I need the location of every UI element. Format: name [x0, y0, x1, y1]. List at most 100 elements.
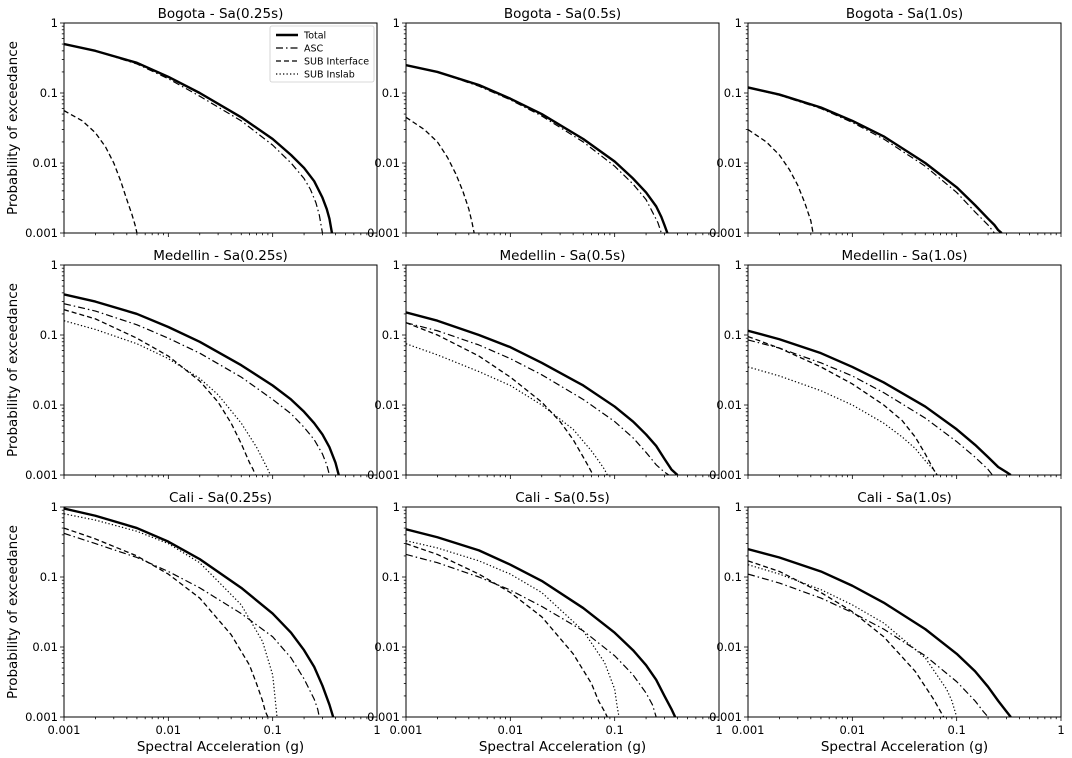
y-tick-label: 0.001 [367, 710, 400, 724]
y-tick-label: 1 [51, 16, 58, 30]
series-line-sub-inslab [406, 343, 608, 475]
series-line-total [748, 329, 1012, 475]
axis-ticks [60, 264, 378, 479]
legend-label: Total [303, 31, 326, 42]
y-tick-label: 0.001 [25, 226, 58, 240]
y-tick-label: 0.01 [716, 398, 742, 412]
legend-label: SUB Interface [304, 57, 369, 68]
series-line-sub-interface [64, 110, 138, 233]
plot-frame [405, 506, 720, 718]
x-tick-label: 0.01 [498, 723, 524, 737]
series-line-total [406, 311, 679, 475]
y-axis-label: Probability of exceedance [5, 525, 21, 699]
legend-label: ASC [304, 44, 324, 55]
x-tick-label: 0.001 [732, 723, 765, 737]
y-tick-label: 0.001 [367, 226, 400, 240]
series-line-sub-interface [64, 527, 269, 717]
panel-title: Cali - Sa(1.0s) [857, 490, 952, 506]
series-line-total [64, 507, 335, 717]
x-tick-label: 0.01 [840, 723, 866, 737]
x-tick-label: 0.1 [948, 723, 966, 737]
series-line-asc [748, 573, 989, 717]
y-tick-label: 0.01 [374, 398, 400, 412]
series-line-total [64, 42, 334, 233]
series-line-sub-inslab [406, 540, 620, 717]
panel-6: Medellin - Sa(1.0s) 1 0.1 0.01 0.001 [709, 248, 1062, 482]
series-line-sub-interface [748, 129, 814, 233]
y-tick-label: 1 [735, 500, 742, 514]
series-line-asc [64, 303, 331, 475]
axis-ticks [60, 506, 378, 721]
y-tick-label: 1 [393, 258, 400, 272]
y-tick-label: 1 [51, 500, 58, 514]
y-tick-label: 0.1 [382, 86, 400, 100]
y-tick-label: 0.1 [40, 570, 58, 584]
y-tick-label: 0.01 [374, 156, 400, 170]
series-line-total [748, 547, 1012, 717]
y-tick-label: 0.001 [367, 468, 400, 482]
x-tick-label: 0.1 [264, 723, 282, 737]
series-line-sub-inslab [748, 564, 958, 717]
axis-ticks [744, 506, 1062, 721]
y-tick-label: 0.1 [40, 328, 58, 342]
panel-title: Bogota - Sa(1.0s) [846, 6, 963, 22]
axis-ticks [744, 22, 1062, 237]
plot-frame [63, 506, 378, 718]
y-tick-label: 1 [735, 16, 742, 30]
y-tick-label: 0.1 [724, 86, 742, 100]
series-line-asc [748, 339, 993, 475]
series-line-total [748, 86, 1003, 233]
series-line-asc [406, 64, 662, 233]
y-tick-label: 0.01 [374, 640, 400, 654]
series-line-asc [406, 322, 670, 475]
plot-frame [747, 264, 1062, 476]
series-line-asc [748, 86, 995, 233]
y-tick-label: 0.01 [32, 398, 58, 412]
plot-frame [405, 264, 720, 476]
series-line-sub-inslab [64, 320, 271, 475]
y-tick-label: 0.01 [32, 640, 58, 654]
y-tick-label: 0.01 [716, 156, 742, 170]
y-tick-label: 0.001 [709, 710, 742, 724]
panel-title: Medellin - Sa(1.0s) [842, 248, 968, 264]
legend: Total ASC SUB Interface SUB Inslab [269, 25, 375, 83]
panel-4: Medellin - Sa(0.25s) 1 0.1 0.01 0.001 Probabi… [5, 248, 378, 482]
series-line-asc [64, 43, 324, 233]
panel-1: Bogota - Sa(0.25s) 1 0.1 0.01 0.001 Probabili… [5, 6, 378, 240]
x-tick-label: 0.01 [156, 723, 182, 737]
axis-ticks [60, 22, 378, 237]
panel-2: Bogota - Sa(0.5s) 1 0.1 0.01 0.001 [367, 6, 720, 240]
axis-ticks [402, 264, 720, 479]
y-tick-label: 1 [393, 500, 400, 514]
axis-ticks [402, 22, 720, 237]
y-tick-label: 1 [51, 258, 58, 272]
y-tick-label: 0.001 [25, 710, 58, 724]
series-line-sub-interface [64, 309, 256, 475]
x-tick-label: 1 [715, 723, 722, 737]
panel-title: Medellin - Sa(0.25s) [153, 248, 288, 264]
x-tick-label: 0.1 [606, 723, 624, 737]
y-tick-label: 1 [393, 16, 400, 30]
panel-title: Cali - Sa(0.5s) [515, 490, 610, 506]
panel-title: Medellin - Sa(0.5s) [500, 248, 626, 264]
series-line-asc [64, 532, 320, 717]
legend-box [269, 25, 375, 83]
legend-label: SUB Inslab [304, 70, 355, 81]
y-axis-label: Probability of exceedance [5, 283, 21, 457]
y-tick-label: 0.01 [716, 640, 742, 654]
x-axis-label: Spectral Acceleration (g) [137, 739, 304, 755]
series-line-total [406, 63, 669, 233]
series-line-sub-interface [748, 335, 938, 475]
y-tick-label: 0.1 [382, 570, 400, 584]
axis-ticks [744, 264, 1062, 479]
y-tick-label: 0.001 [25, 468, 58, 482]
panel-title: Bogota - Sa(0.5s) [504, 6, 621, 22]
series-line-asc [406, 553, 657, 717]
panel-5: Medellin - Sa(0.5s) 1 0.1 0.01 0.001 [367, 248, 720, 482]
x-tick-label: 1 [373, 723, 380, 737]
x-tick-label: 0.001 [390, 723, 423, 737]
y-tick-label: 0.1 [40, 86, 58, 100]
y-tick-label: 0.001 [709, 226, 742, 240]
